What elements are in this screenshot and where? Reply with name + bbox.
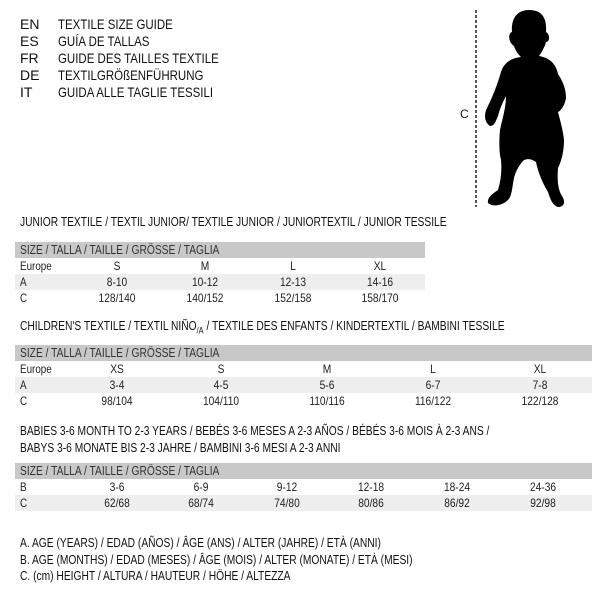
table-header: SIZE / TALLA / TAILLE / GRÖSSE / TAGLIA [15, 242, 425, 258]
table-cell: 92/98 [530, 496, 556, 510]
table-row: C 128/140 140/152 152/158 158/170 [15, 290, 425, 306]
table-row: A 3-4 4-5 5-6 6-7 7-8 [15, 377, 592, 393]
table-cell: 62/68 [104, 496, 130, 510]
row-label: C [20, 291, 28, 305]
table-row: Europe S M L XL [15, 258, 425, 274]
table-cell: 74/80 [274, 496, 300, 510]
legend-item-c: C. (cm) HEIGHT / ALTURA / HAUTEUR / HÖHE… [20, 569, 350, 583]
table-cell: L [290, 259, 296, 273]
table-cell: XL [373, 259, 387, 273]
table-header: SIZE / TALLA / TAILLE / GRÖSSE / TAGLIA [15, 345, 592, 361]
row-label: C [20, 394, 28, 408]
table-cell: 18-24 [443, 480, 471, 494]
babies-section-title-line2: BABYS 3-6 MONATE BIS 2-3 JAHRE / BAMBINI… [20, 441, 411, 455]
table-header: SIZE / TALLA / TAILLE / GRÖSSE / TAGLIA [15, 463, 592, 479]
junior-size-table: SIZE / TALLA / TAILLE / GRÖSSE / TAGLIA … [15, 242, 425, 306]
legend-text: B. AGE (MONTHS) / EDAD (MESES) / ÂGE (MO… [20, 553, 413, 567]
table-cell: 3-4 [109, 378, 125, 392]
baby-silhouette-icon [475, 10, 566, 207]
table-cell: 12-18 [357, 480, 385, 494]
lang-code: DE [20, 67, 40, 83]
lang-title: TEXTILE SIZE GUIDE [58, 16, 173, 32]
table-cell: 7-8 [532, 378, 548, 392]
table-cell: M [322, 362, 332, 376]
lang-code: IT [20, 84, 33, 100]
row-label: Europe [20, 362, 52, 376]
table-cell: 128/140 [98, 291, 136, 305]
table-header-text: SIZE / TALLA / TAILLE / GRÖSSE / TAGLIA [20, 464, 220, 478]
lang-code: FR [20, 50, 39, 66]
table-cell: 6-9 [193, 480, 209, 494]
junior-section-title: JUNIOR TEXTILE / TEXTIL JUNIOR/ TEXTILE … [20, 215, 540, 229]
table-cell: 122/128 [521, 394, 559, 408]
table-cell: 104/110 [202, 394, 240, 408]
table-cell: 10-12 [191, 275, 219, 289]
lang-title: GUIDA ALLE TAGLIE TESSILI [58, 84, 214, 100]
lang-title: GUÍA DE TALLAS [58, 33, 150, 49]
table-cell: 6-7 [425, 378, 441, 392]
babies-title-text: BABYS 3-6 MONATE BIS 2-3 JAHRE / BAMBINI… [20, 441, 341, 455]
table-cell: 110/116 [309, 394, 345, 408]
row-label: A [20, 378, 27, 392]
table-cell: 24-36 [529, 480, 557, 494]
table-cell: 80/86 [358, 496, 384, 510]
table-row: C 98/104 104/110 110/116 116/122 122/128 [15, 393, 592, 409]
lang-code: EN [20, 16, 40, 32]
table-cell: XL [533, 362, 547, 376]
babies-size-table: SIZE / TALLA / TAILLE / GRÖSSE / TAGLIA … [15, 463, 592, 511]
children-title-text: CHILDREN'S TEXTILE / TEXTIL NIÑO [20, 319, 197, 333]
table-row: Europe XS S M L XL [15, 361, 592, 377]
row-label: C [20, 496, 28, 510]
children-title-suffix: /A [196, 325, 204, 336]
table-header-text: SIZE / TALLA / TAILLE / GRÖSSE / TAGLIA [20, 346, 220, 360]
children-size-table: SIZE / TALLA / TAILLE / GRÖSSE / TAGLIA … [15, 345, 592, 409]
table-cell: 12-13 [279, 275, 307, 289]
table-cell: L [430, 362, 436, 376]
table-cell: 8-10 [106, 275, 128, 289]
table-cell: 98/104 [101, 394, 133, 408]
table-cell: M [200, 259, 210, 273]
row-label: B [20, 480, 27, 494]
table-cell: 5-6 [319, 378, 335, 392]
table-cell: 140/152 [186, 291, 224, 305]
table-row: B 3-6 6-9 9-12 12-18 18-24 24-36 [15, 479, 592, 495]
table-row: A 8-10 10-12 12-13 14-16 [15, 274, 425, 290]
table-cell: 152/158 [274, 291, 312, 305]
table-cell: S [113, 259, 121, 273]
babies-section-title-line1: BABIES 3-6 MONTH TO 2-3 YEARS / BEBÉS 3-… [20, 424, 592, 438]
legend-text: C. (cm) HEIGHT / ALTURA / HAUTEUR / HÖHE… [20, 569, 291, 583]
table-cell: XS [110, 362, 124, 376]
table-cell: 68/74 [188, 496, 214, 510]
lang-title: TEXTILGRÖßENFÜHRUNG [58, 67, 204, 83]
table-cell: 86/92 [444, 496, 470, 510]
row-label: Europe [20, 259, 52, 273]
lang-title: GUIDE DES TAILLES TEXTILE [58, 50, 219, 66]
children-title-rest: / TEXTILE DES ENFANTS / KINDERTEXTIL / B… [203, 319, 505, 333]
table-header-text: SIZE / TALLA / TAILLE / GRÖSSE / TAGLIA [20, 243, 220, 257]
table-cell: 116/122 [414, 394, 452, 408]
legend-text: A. AGE (YEARS) / EDAD (AÑOS) / ÂGE (ANS)… [20, 536, 381, 550]
row-label: A [20, 275, 27, 289]
legend-item-a: A. AGE (YEARS) / EDAD (AÑOS) / ÂGE (ANS)… [20, 536, 460, 550]
table-cell: 4-5 [213, 378, 229, 392]
table-row: C 62/68 68/74 74/80 80/86 86/92 92/98 [15, 495, 592, 511]
babies-title-text: BABIES 3-6 MONTH TO 2-3 YEARS / BEBÉS 3-… [20, 424, 490, 438]
table-cell: 3-6 [109, 480, 125, 494]
lang-code: ES [20, 33, 39, 49]
table-cell: 14-16 [366, 275, 394, 289]
children-section-title: CHILDREN'S TEXTILE / TEXTIL NIÑO/A / TEX… [20, 319, 600, 336]
baby-body [485, 10, 566, 207]
legend-item-b: B. AGE (MONTHS) / EDAD (MESES) / ÂGE (MO… [20, 553, 499, 567]
table-cell: S [217, 362, 225, 376]
junior-title-text: JUNIOR TEXTILE / TEXTIL JUNIOR/ TEXTILE … [20, 215, 447, 229]
height-measure-label: C [460, 107, 469, 121]
table-cell: 9-12 [276, 480, 298, 494]
table-cell: 158/170 [361, 291, 399, 305]
